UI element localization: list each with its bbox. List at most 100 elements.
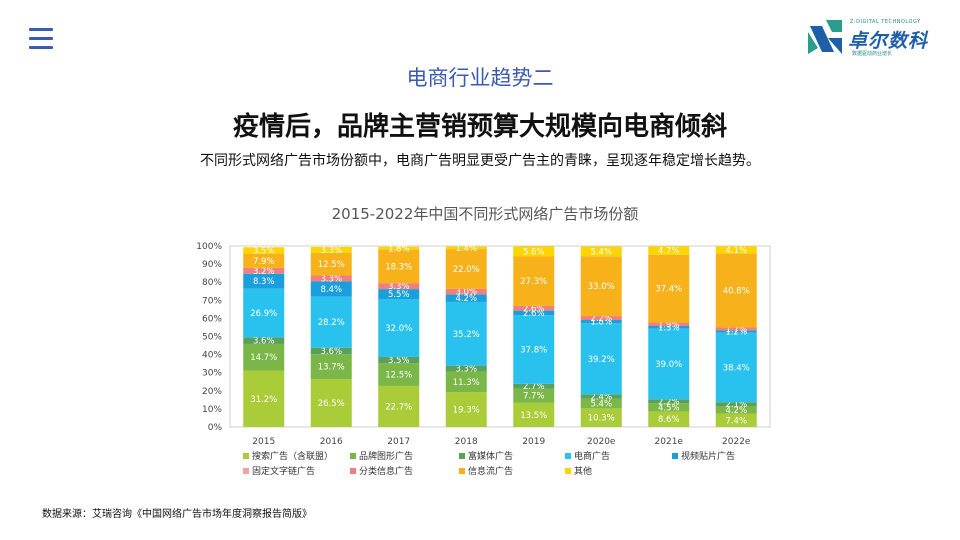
data-label: 8.4% — [320, 285, 342, 295]
bar-segment — [378, 363, 420, 386]
data-label: 26.5% — [318, 399, 345, 409]
data-label: 3.6% — [253, 337, 275, 347]
data-label: 18.3% — [385, 263, 412, 273]
y-tick-label: 80% — [202, 278, 222, 288]
data-label: 5.6% — [523, 247, 545, 257]
bar-segment — [243, 343, 285, 371]
bar-segment — [580, 320, 622, 324]
data-label: 3.5% — [253, 246, 275, 256]
data-label: 3.6% — [320, 347, 342, 357]
data-label: 10.3% — [588, 414, 615, 424]
legend-label: 其他 — [574, 465, 592, 477]
data-label: 31.2% — [250, 395, 277, 405]
bar-segment — [513, 310, 555, 316]
data-label: 12.5% — [318, 260, 345, 270]
data-label: 1.5% — [658, 323, 680, 333]
bar-segment — [243, 247, 285, 254]
data-label: 1.7% — [725, 325, 747, 335]
bar-segment — [378, 299, 420, 357]
data-label: 37.8% — [520, 346, 547, 356]
bar-segment — [513, 305, 555, 311]
x-tick-label: 2022e — [722, 437, 751, 447]
bar-segment — [648, 246, 690, 255]
data-label: 2.2% — [590, 314, 612, 324]
logo-mark-icon — [808, 20, 842, 54]
data-label: 7.7% — [523, 392, 545, 402]
data-label: 26.9% — [250, 309, 277, 319]
bar-segment — [580, 394, 622, 399]
bar-segment — [378, 283, 420, 290]
data-label: 7.9% — [253, 257, 275, 267]
legend-label: 分类信息广告 — [359, 465, 413, 477]
y-tick-label: 70% — [202, 296, 222, 306]
logo-name: 卓尔数科 — [848, 30, 929, 52]
bar-segment — [715, 330, 757, 333]
bar-segment — [243, 253, 285, 268]
bar-segment — [445, 288, 487, 295]
y-tick-label: 40% — [202, 351, 222, 361]
bar-segment — [513, 315, 555, 384]
y-tick-label: 0% — [208, 423, 223, 433]
data-label: 3.3% — [320, 274, 342, 284]
bar-segment — [513, 246, 555, 257]
bar-segment — [715, 413, 757, 427]
data-label: 4.7% — [658, 247, 680, 257]
data-label: 19.3% — [453, 406, 480, 416]
data-label: 2.6% — [523, 304, 545, 314]
legend-label: 搜索广告（含联盟） — [252, 450, 333, 462]
bar-segment — [648, 403, 690, 412]
bar-segment — [580, 316, 622, 321]
data-label: 8.6% — [658, 415, 680, 425]
data-label: 13.5% — [520, 411, 547, 421]
bar-segment — [310, 379, 352, 427]
bar-segment — [445, 249, 487, 289]
bar-segment — [310, 246, 352, 253]
data-label: 13.7% — [318, 363, 345, 373]
bar-segment — [378, 249, 420, 284]
bar-segment — [513, 402, 555, 427]
chart-plot-area: 0% 10% 20% 30% 40% 50% 60% 70% 80% 90% 100% 31.2% 14… — [196, 242, 771, 447]
bar-segment — [310, 252, 352, 276]
y-tick-label: 10% — [202, 405, 222, 415]
data-label: 5.5% — [388, 290, 410, 300]
bar-segment — [445, 294, 487, 302]
bar-segment — [310, 281, 352, 297]
data-label: 2.2% — [658, 397, 680, 407]
chart-title: 2015-2022年中国不同形式网络广告市场份额 — [332, 205, 639, 223]
bar-segment — [513, 388, 555, 403]
y-tick-label: 100% — [196, 242, 222, 252]
data-label: 14.7% — [250, 353, 277, 363]
x-tick-label: 2016 — [320, 437, 343, 447]
logo-tagline: Z-DIGITAL TECHNOLOGY — [850, 19, 921, 25]
bar-segment — [445, 392, 487, 427]
bar-segment — [715, 332, 757, 403]
data-label: 3.2% — [253, 267, 275, 277]
bar-segment — [648, 326, 690, 329]
y-tick-label: 90% — [202, 260, 222, 270]
bar-segment — [310, 296, 352, 348]
legend-label: 固定文字链广告 — [252, 465, 315, 477]
bar-segment — [715, 327, 757, 331]
bar-segment — [378, 246, 420, 250]
data-label: 5.4% — [590, 399, 612, 409]
data-label: 1.4% — [455, 244, 477, 254]
y-tick-label: 60% — [202, 314, 222, 324]
bar-segment — [445, 301, 487, 366]
bar-segment — [310, 275, 352, 282]
data-label: 4.2% — [455, 294, 477, 304]
data-label: 7.4% — [725, 416, 747, 426]
data-label: 2.7% — [523, 382, 545, 392]
data-label: 28.2% — [318, 318, 345, 328]
legend-swatch — [350, 453, 356, 459]
data-label: 35.2% — [453, 330, 480, 340]
bar-segment — [648, 399, 690, 404]
data-label: 38.4% — [723, 363, 750, 373]
legend-label: 视频贴片广告 — [681, 450, 735, 462]
data-label: 39.2% — [588, 355, 615, 365]
hamburger-menu-icon[interactable] — [29, 28, 53, 50]
data-label: 22.7% — [385, 402, 412, 412]
data-label: 3.5% — [388, 356, 410, 366]
data-label: 1.9% — [658, 320, 680, 330]
bar-segment — [648, 322, 690, 327]
bar-segment — [445, 246, 487, 250]
